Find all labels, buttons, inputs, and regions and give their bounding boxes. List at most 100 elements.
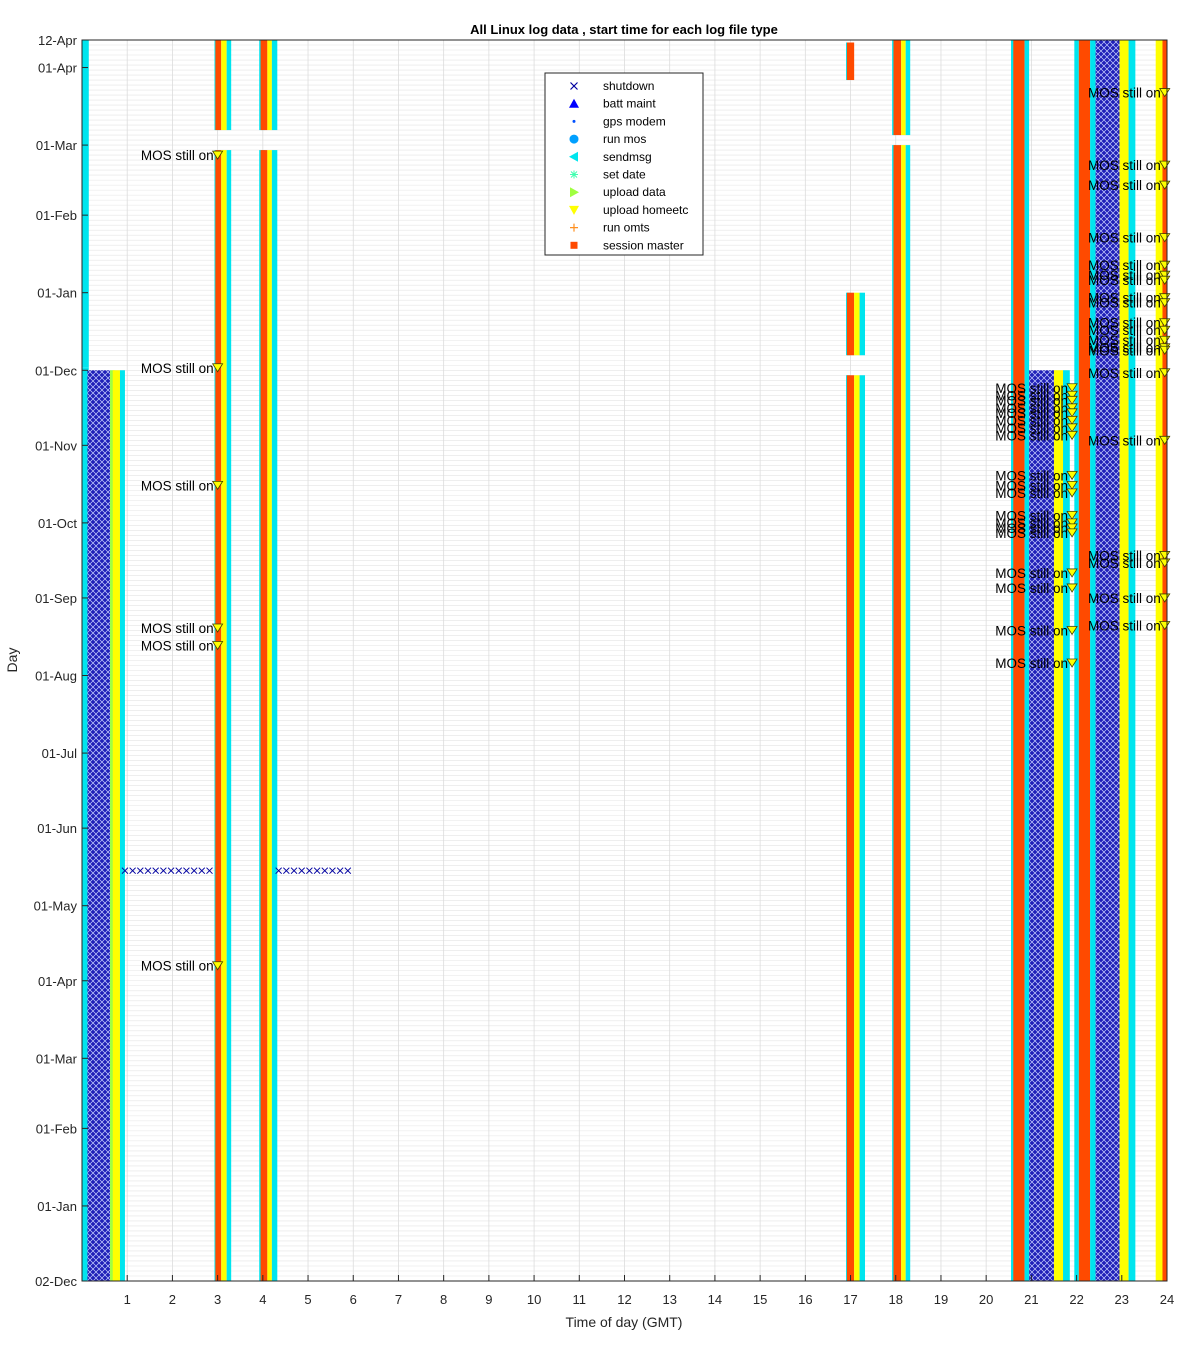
band-session-master [1078,40,1091,1281]
band-sendmsg [1063,370,1070,1281]
y-tick-label: 01-Nov [35,438,77,453]
x-tick-label: 14 [708,1292,722,1307]
annotation-marker [1066,568,1078,578]
band-session-master [1162,40,1167,1281]
shutdown-point [275,867,283,875]
y-tick-label: 02-Dec [35,1274,77,1289]
annotation-marker [1066,518,1078,528]
band-session-master [846,292,855,356]
band-sendmsg [82,367,89,1281]
band-sendmsg [905,40,911,136]
legend-label: session master [603,238,684,252]
annotation-label: MOS still on [995,388,1068,403]
x-tick-label: 2 [169,1292,176,1307]
y-tick-label: 01-Feb [36,208,77,223]
band-upload-homeetc [267,40,272,131]
band-upload-homeetc [1053,370,1064,1281]
legend-marker-sendmsg [569,151,578,162]
annotation-marker [1066,488,1078,498]
x-axis-label: Time of day (GMT) [566,1314,683,1330]
annotation-label: MOS still on [995,468,1068,483]
annotation-label: MOS still on [995,486,1068,501]
annotation-label: MOS still on [995,393,1068,408]
band-upload-homeetc [221,40,227,131]
band-session-master [215,150,222,1281]
y-tick-label: 01-Aug [35,669,77,684]
band-sendmsg [271,40,278,131]
legend-label: set date [603,168,646,182]
y-tick-label: 01-Jun [37,821,77,836]
band-shutdown [87,370,111,1281]
x-tick-label: 6 [350,1292,357,1307]
x-tick-label: 12 [617,1292,631,1307]
annotation-marker [1066,626,1078,636]
y-axis-label: Day [4,648,20,673]
x-tick-label: 15 [753,1292,767,1307]
legend-marker-session-master [570,241,578,249]
legend-label: run omts [603,221,650,235]
band-upload-homeetc [267,150,272,1281]
annotation-label: MOS still on [141,959,214,974]
chart-title: All Linux log data , start time for each… [470,22,778,37]
annotation-marker [1066,510,1078,521]
shutdown-point [167,867,175,875]
x-tick-label: 22 [1069,1292,1083,1307]
band-sendmsg [1011,40,1016,1281]
y-tick-label: 01-Feb [36,1121,77,1136]
data-bands [82,40,1167,1281]
shutdown-point [329,867,336,875]
shutdown-point [290,867,298,875]
shutdown-point [321,867,329,875]
y-tick-label: 01-May [34,899,78,914]
band-session-master [846,375,855,1281]
band-session-master [260,150,268,1281]
x-tick-label: 3 [214,1292,221,1307]
band-upload-homeetc [112,370,120,1281]
x-tick-label: 21 [1024,1292,1038,1307]
band-upload-homeetc [1155,40,1165,1281]
band-upload-homeetc [854,375,860,1281]
legend-label: upload data [603,185,666,199]
shutdown-point [306,867,313,875]
annotation-label: MOS still on [995,413,1068,428]
band-session-master [893,145,902,1281]
x-tick-label: 23 [1115,1292,1129,1307]
legend-marker-set-date [570,170,578,179]
annotation-marker [1066,403,1078,413]
annotation-label: MOS still on [1088,333,1161,348]
band-sendmsg [82,40,89,368]
annotation-label: MOS still on [1088,341,1161,356]
band-sendmsg [226,150,232,1281]
annotation-marker [1066,528,1078,538]
band-sendmsg [271,150,278,1281]
annotation-label: MOS still on [1088,316,1161,331]
shutdown-point [136,867,144,875]
band-session-master [215,40,222,131]
annotation-marker [1066,480,1078,491]
annotation-marker [211,363,224,373]
annotation-label: MOS still on [1088,291,1161,306]
annotation-marker [1066,523,1078,533]
band-upload-data [110,370,115,1281]
band-sendmsg [905,145,911,1281]
band-sendmsg [226,40,232,131]
band-sendmsg [1090,40,1096,1281]
x-tick-label: 8 [440,1292,447,1307]
annotation-marker [211,641,224,651]
annotation-marker [1066,658,1078,668]
annotation-label: MOS still on [1088,556,1161,571]
x-tick-label: 17 [843,1292,857,1307]
band-upload-homeetc [854,292,860,356]
annotation-label: MOS still on [995,428,1068,443]
annotation-marker [211,623,224,633]
legend-label: shutdown [603,79,654,93]
y-tick-label: 01-Oct [38,516,77,531]
band-session-master [260,40,268,131]
legend-label: sendmsg [603,150,652,164]
shutdown-point [282,867,290,875]
annotation-label: MOS still on [1088,433,1161,448]
annotation-label: MOS still on [995,478,1068,493]
y-tick-label: 01-Sep [35,591,77,606]
annotation-label: MOS still on [141,478,214,493]
